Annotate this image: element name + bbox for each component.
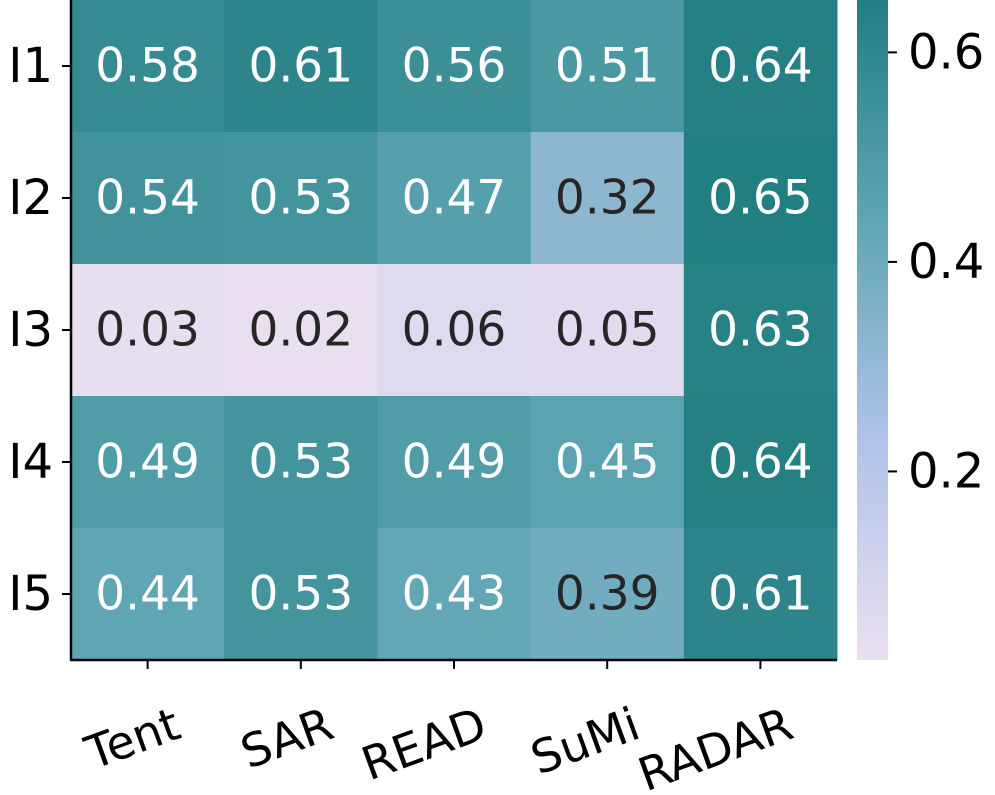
heatmap-cell <box>683 528 838 661</box>
heatmap-cell <box>683 132 838 265</box>
heatmap-cell <box>377 528 532 661</box>
cell-label: 0.47 <box>402 171 507 226</box>
heatmap-cell <box>377 264 532 397</box>
x-tick-label: READ <box>355 697 494 791</box>
heatmap-cell <box>530 396 685 529</box>
cell-label: 0.32 <box>555 171 660 226</box>
cell-label: 0.61 <box>248 39 353 94</box>
cell-label: 0.44 <box>95 567 200 622</box>
heatmap-cell <box>224 528 378 661</box>
heatmap-cell <box>224 0 378 133</box>
cell-label: 0.06 <box>402 303 507 358</box>
heatmap-cell <box>377 132 532 265</box>
cell-label: 0.64 <box>708 39 813 94</box>
cell-label: 0.53 <box>248 435 353 490</box>
cell-label: 0.53 <box>248 171 353 226</box>
heatmap-cell <box>377 0 532 133</box>
y-tick-label: I3 <box>8 302 53 358</box>
cell-label: 0.58 <box>95 39 200 94</box>
heatmap-cell <box>530 264 685 397</box>
cell-label: 0.65 <box>708 171 813 226</box>
heatmap-cell <box>683 396 838 529</box>
cell-label: 0.49 <box>402 435 507 490</box>
heatmap-cell <box>377 396 532 529</box>
cell-label: 0.61 <box>708 567 813 622</box>
colorbar-tick-label: 0.6 <box>908 24 984 80</box>
cell-label: 0.45 <box>555 435 660 490</box>
cell-label: 0.03 <box>95 303 200 358</box>
cell-label: 0.64 <box>708 435 813 490</box>
heatmap-cell <box>224 264 378 397</box>
heatmap-cell <box>530 0 685 133</box>
heatmap-cell <box>71 132 225 265</box>
cell-label: 0.56 <box>402 39 507 94</box>
colorbar-tick-label: 0.4 <box>908 234 984 290</box>
heatmap-cell <box>71 396 225 529</box>
heatmap-cell <box>71 528 225 661</box>
heatmap-cell <box>683 264 838 397</box>
x-tick-label: Tent <box>77 697 186 781</box>
cell-label: 0.54 <box>95 171 200 226</box>
cell-label: 0.43 <box>402 567 507 622</box>
heatmap-cell <box>530 528 685 661</box>
colorbar-tick-label: 0.2 <box>908 443 984 499</box>
y-tick-label: I1 <box>8 38 53 94</box>
heatmap-cell <box>530 132 685 265</box>
colorbar <box>857 0 888 660</box>
cell-label: 0.02 <box>248 303 353 358</box>
y-tick-label: I4 <box>8 434 53 490</box>
cell-label: 0.05 <box>555 303 660 358</box>
cell-label: 0.49 <box>95 435 200 490</box>
heatmap-cell <box>224 396 378 529</box>
y-tick-label: I2 <box>8 170 53 226</box>
cell-label: 0.63 <box>708 303 813 358</box>
y-tick-label: I5 <box>8 566 53 622</box>
x-tick-label: SuMi <box>524 697 647 786</box>
x-tick-label: RADAR <box>631 697 799 795</box>
cell-label: 0.51 <box>555 39 660 94</box>
heatmap-cell <box>224 132 378 265</box>
cell-label: 0.39 <box>555 567 660 622</box>
heatmap-cell <box>71 264 225 397</box>
heatmap-cell <box>683 0 838 133</box>
heatmap-cell <box>71 0 225 133</box>
x-tick-label: SAR <box>234 697 340 780</box>
cell-label: 0.53 <box>248 567 353 622</box>
